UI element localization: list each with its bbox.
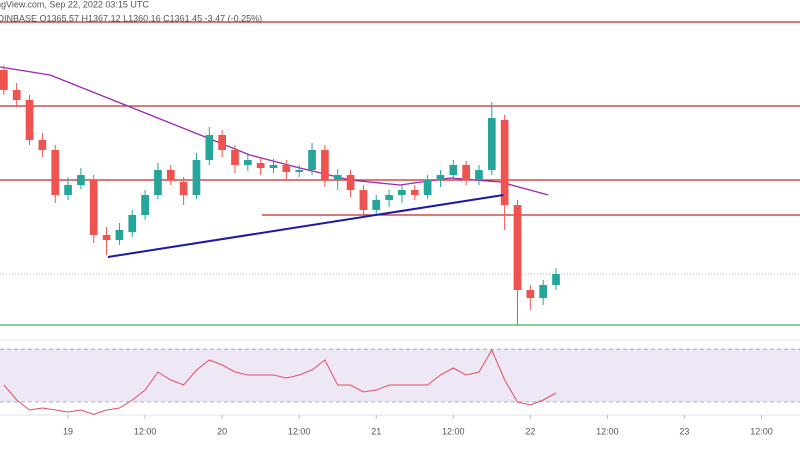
candle-body <box>487 118 496 170</box>
x-tick-label: 12:00 <box>750 426 773 436</box>
x-tick-label: 19 <box>63 426 73 436</box>
candle-body <box>77 175 85 185</box>
candle-body <box>308 150 316 170</box>
candle-body <box>192 160 201 195</box>
candle-body <box>321 150 329 180</box>
x-tick-label: 21 <box>371 426 381 436</box>
x-tick-label: 12:00 <box>596 426 619 436</box>
x-tick-label: 20 <box>217 426 227 436</box>
candle-body <box>38 140 47 150</box>
rsi-band <box>0 349 800 402</box>
candle-body <box>410 190 419 195</box>
candle-body <box>385 195 393 200</box>
candle-body <box>179 182 188 195</box>
x-tick-label: 23 <box>679 426 689 436</box>
x-tick-label: 12:00 <box>288 426 311 436</box>
rsi-line <box>3 348 557 415</box>
candle-body <box>89 180 98 235</box>
candle-body <box>475 170 483 180</box>
candle-body <box>102 235 111 240</box>
candle-body <box>51 150 60 195</box>
candle-body <box>269 165 278 168</box>
candle-body <box>64 185 72 195</box>
candle-body <box>333 175 342 180</box>
candle-body <box>539 285 548 298</box>
candle-body <box>462 165 470 180</box>
ohlc-legend: OINBASE O1365.57 H1367.12 L1360.16 C1361… <box>0 13 262 23</box>
candle-body <box>154 170 162 195</box>
x-tick-label: 12:00 <box>134 426 157 436</box>
candle-body <box>141 195 149 215</box>
candle-body <box>526 290 535 298</box>
candle-body <box>359 190 368 210</box>
candle-body <box>513 205 522 290</box>
candle-body <box>231 150 239 165</box>
x-tick-label: 12:00 <box>442 426 465 436</box>
candle-body <box>295 170 304 172</box>
candle-body <box>218 135 227 150</box>
candle-body <box>282 165 291 172</box>
candle-body <box>12 90 21 100</box>
candle-body <box>398 190 406 195</box>
candle-body <box>552 274 560 285</box>
x-tick-label: 22 <box>525 426 535 436</box>
candle-body <box>115 230 124 240</box>
candle-body <box>372 200 381 210</box>
moving-average <box>0 66 549 196</box>
candle-body <box>423 180 432 195</box>
candle-body <box>128 215 137 232</box>
candle-body <box>166 170 175 180</box>
candle-body <box>256 163 265 168</box>
candle-body <box>25 100 34 140</box>
candle-body <box>449 165 458 175</box>
candle-body <box>436 175 445 180</box>
candle-body <box>346 175 355 190</box>
candle-body <box>500 120 509 205</box>
candle-body <box>205 135 214 160</box>
source-line: ngView.com, Sep 22, 2022 03:15 UTC <box>0 0 149 9</box>
candle-body <box>243 160 252 165</box>
trendline <box>107 194 504 258</box>
candle-body <box>0 70 8 90</box>
